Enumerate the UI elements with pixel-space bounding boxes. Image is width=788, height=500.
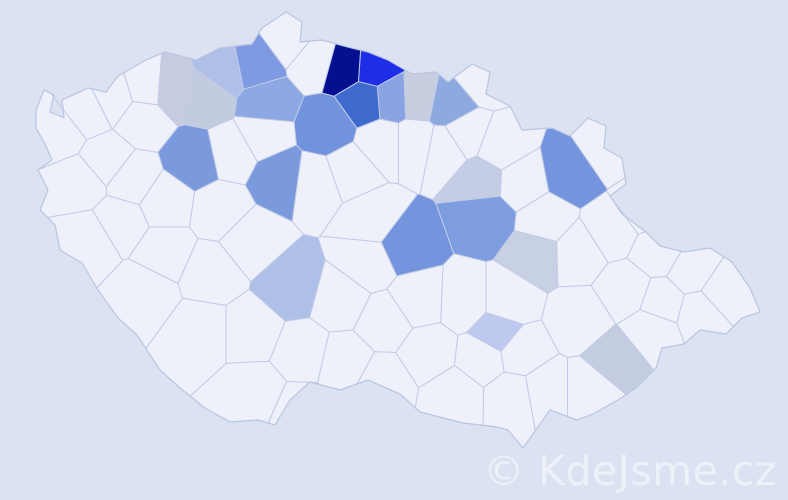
country-outline — [35, 11, 761, 449]
kdejsme-watermark: © KdeJsme.cz — [483, 447, 777, 495]
district-85 — [500, 319, 560, 377]
